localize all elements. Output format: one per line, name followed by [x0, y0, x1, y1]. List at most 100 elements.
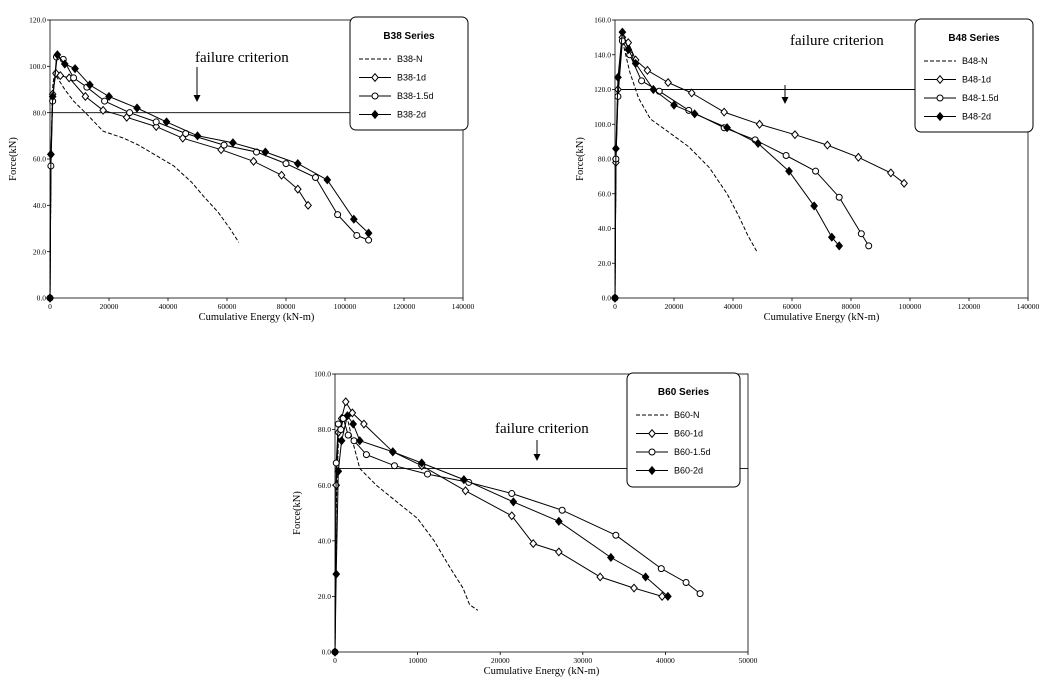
data-point [365, 236, 373, 244]
data-point [812, 167, 820, 175]
failure-criterion-label: failure criterion [790, 33, 884, 49]
data-point [60, 59, 69, 69]
data-point [337, 426, 345, 434]
data-point [71, 64, 79, 74]
data-point [334, 466, 343, 476]
data-point [323, 175, 332, 185]
legend-box [349, 16, 469, 131]
data-point [133, 103, 141, 113]
y-tick-label: 100.0 [594, 120, 611, 129]
data-point [643, 65, 652, 75]
x-tick-label: 40000 [159, 302, 178, 311]
data-point [85, 80, 94, 90]
data-point [529, 539, 538, 549]
legend-label: B48-2d [962, 112, 991, 122]
data-point [70, 74, 78, 82]
x-tick-label: 120000 [393, 302, 416, 311]
series-B48-1d [611, 32, 908, 303]
y-tick-label: 120.0 [594, 85, 611, 94]
y-tick-label: 60.0 [598, 189, 611, 198]
legend-marker [648, 465, 656, 476]
y-tick-label: 0.0 [37, 294, 47, 303]
y-tick-label: 100.0 [314, 370, 331, 379]
data-point [509, 497, 518, 507]
data-point [261, 147, 270, 157]
data-point [854, 152, 863, 162]
data-point [508, 490, 516, 498]
legend-marker [936, 111, 944, 122]
legend-label: B38-N [397, 54, 423, 64]
data-point [282, 160, 290, 168]
data-point [56, 71, 65, 81]
series-line [334, 401, 663, 653]
legend-title: B38 Series [383, 31, 435, 42]
data-point [607, 552, 615, 563]
x-tick-label: 20000 [665, 302, 684, 311]
y-tick-label: 40.0 [598, 224, 611, 233]
data-point [364, 228, 373, 238]
data-point [823, 140, 832, 150]
y-tick-label: 20.0 [33, 247, 46, 256]
legend-marker [371, 72, 379, 83]
series-line [49, 56, 369, 299]
x-tick-label: 20000 [100, 302, 119, 311]
data-point [754, 138, 762, 148]
x-tick-label: 0 [613, 302, 617, 311]
data-point [349, 419, 358, 429]
y-tick-label: 0.0 [602, 294, 612, 303]
data-point [865, 242, 873, 250]
legend-marker [648, 448, 656, 456]
data-point [835, 241, 844, 251]
series-B38-1d [46, 68, 312, 303]
data-point [343, 411, 352, 421]
legend-marker [648, 428, 656, 439]
y-tick-label: 80.0 [33, 108, 46, 117]
data-point [630, 583, 638, 593]
data-point [332, 569, 341, 579]
legend-box [914, 18, 1034, 133]
data-point [624, 44, 633, 55]
x-tick-label: 0 [333, 656, 337, 665]
failure-criterion-label: failure criterion [495, 421, 589, 437]
data-point [696, 590, 704, 598]
series-B48-2d [611, 27, 844, 303]
data-point [460, 475, 468, 485]
data-point [220, 141, 228, 149]
data-point [612, 531, 620, 539]
data-point [360, 419, 368, 429]
data-point [664, 591, 672, 601]
x-tick-label: 10000 [408, 656, 427, 665]
legend-box [626, 372, 741, 488]
x-tick-label: 50000 [739, 656, 758, 665]
data-point [126, 109, 134, 117]
y-tick-label: 80.0 [318, 425, 331, 434]
data-point [53, 50, 62, 60]
x-tick-label: 80000 [277, 302, 296, 311]
x-tick-label: 120000 [958, 302, 981, 311]
data-point [249, 156, 258, 166]
y-axis-title: Force(kN) [8, 137, 19, 181]
data-point [810, 201, 818, 211]
y-axis-title: Force(kN) [292, 491, 303, 535]
y-tick-label: 20.0 [598, 259, 611, 268]
legend-label: B60-2d [674, 466, 703, 476]
data-point [612, 143, 620, 154]
data-point [105, 91, 113, 102]
data-point [785, 166, 793, 176]
data-point [638, 77, 646, 85]
data-point [304, 200, 312, 210]
data-point [344, 431, 352, 439]
legend: B60 Series B60-N B60-1d B60-1.5d B60-2d [626, 372, 741, 488]
series-line [614, 36, 905, 299]
data-point [46, 293, 54, 303]
data-point [334, 211, 342, 219]
data-point [101, 97, 109, 105]
series-line [49, 54, 369, 299]
y-tick-label: 40.0 [33, 201, 46, 210]
x-tick-label: 140000 [452, 302, 475, 311]
series-line [49, 72, 309, 299]
data-point [334, 420, 342, 428]
legend-marker [371, 109, 379, 120]
legend-label: B48-N [962, 56, 988, 66]
data-point [461, 486, 470, 496]
